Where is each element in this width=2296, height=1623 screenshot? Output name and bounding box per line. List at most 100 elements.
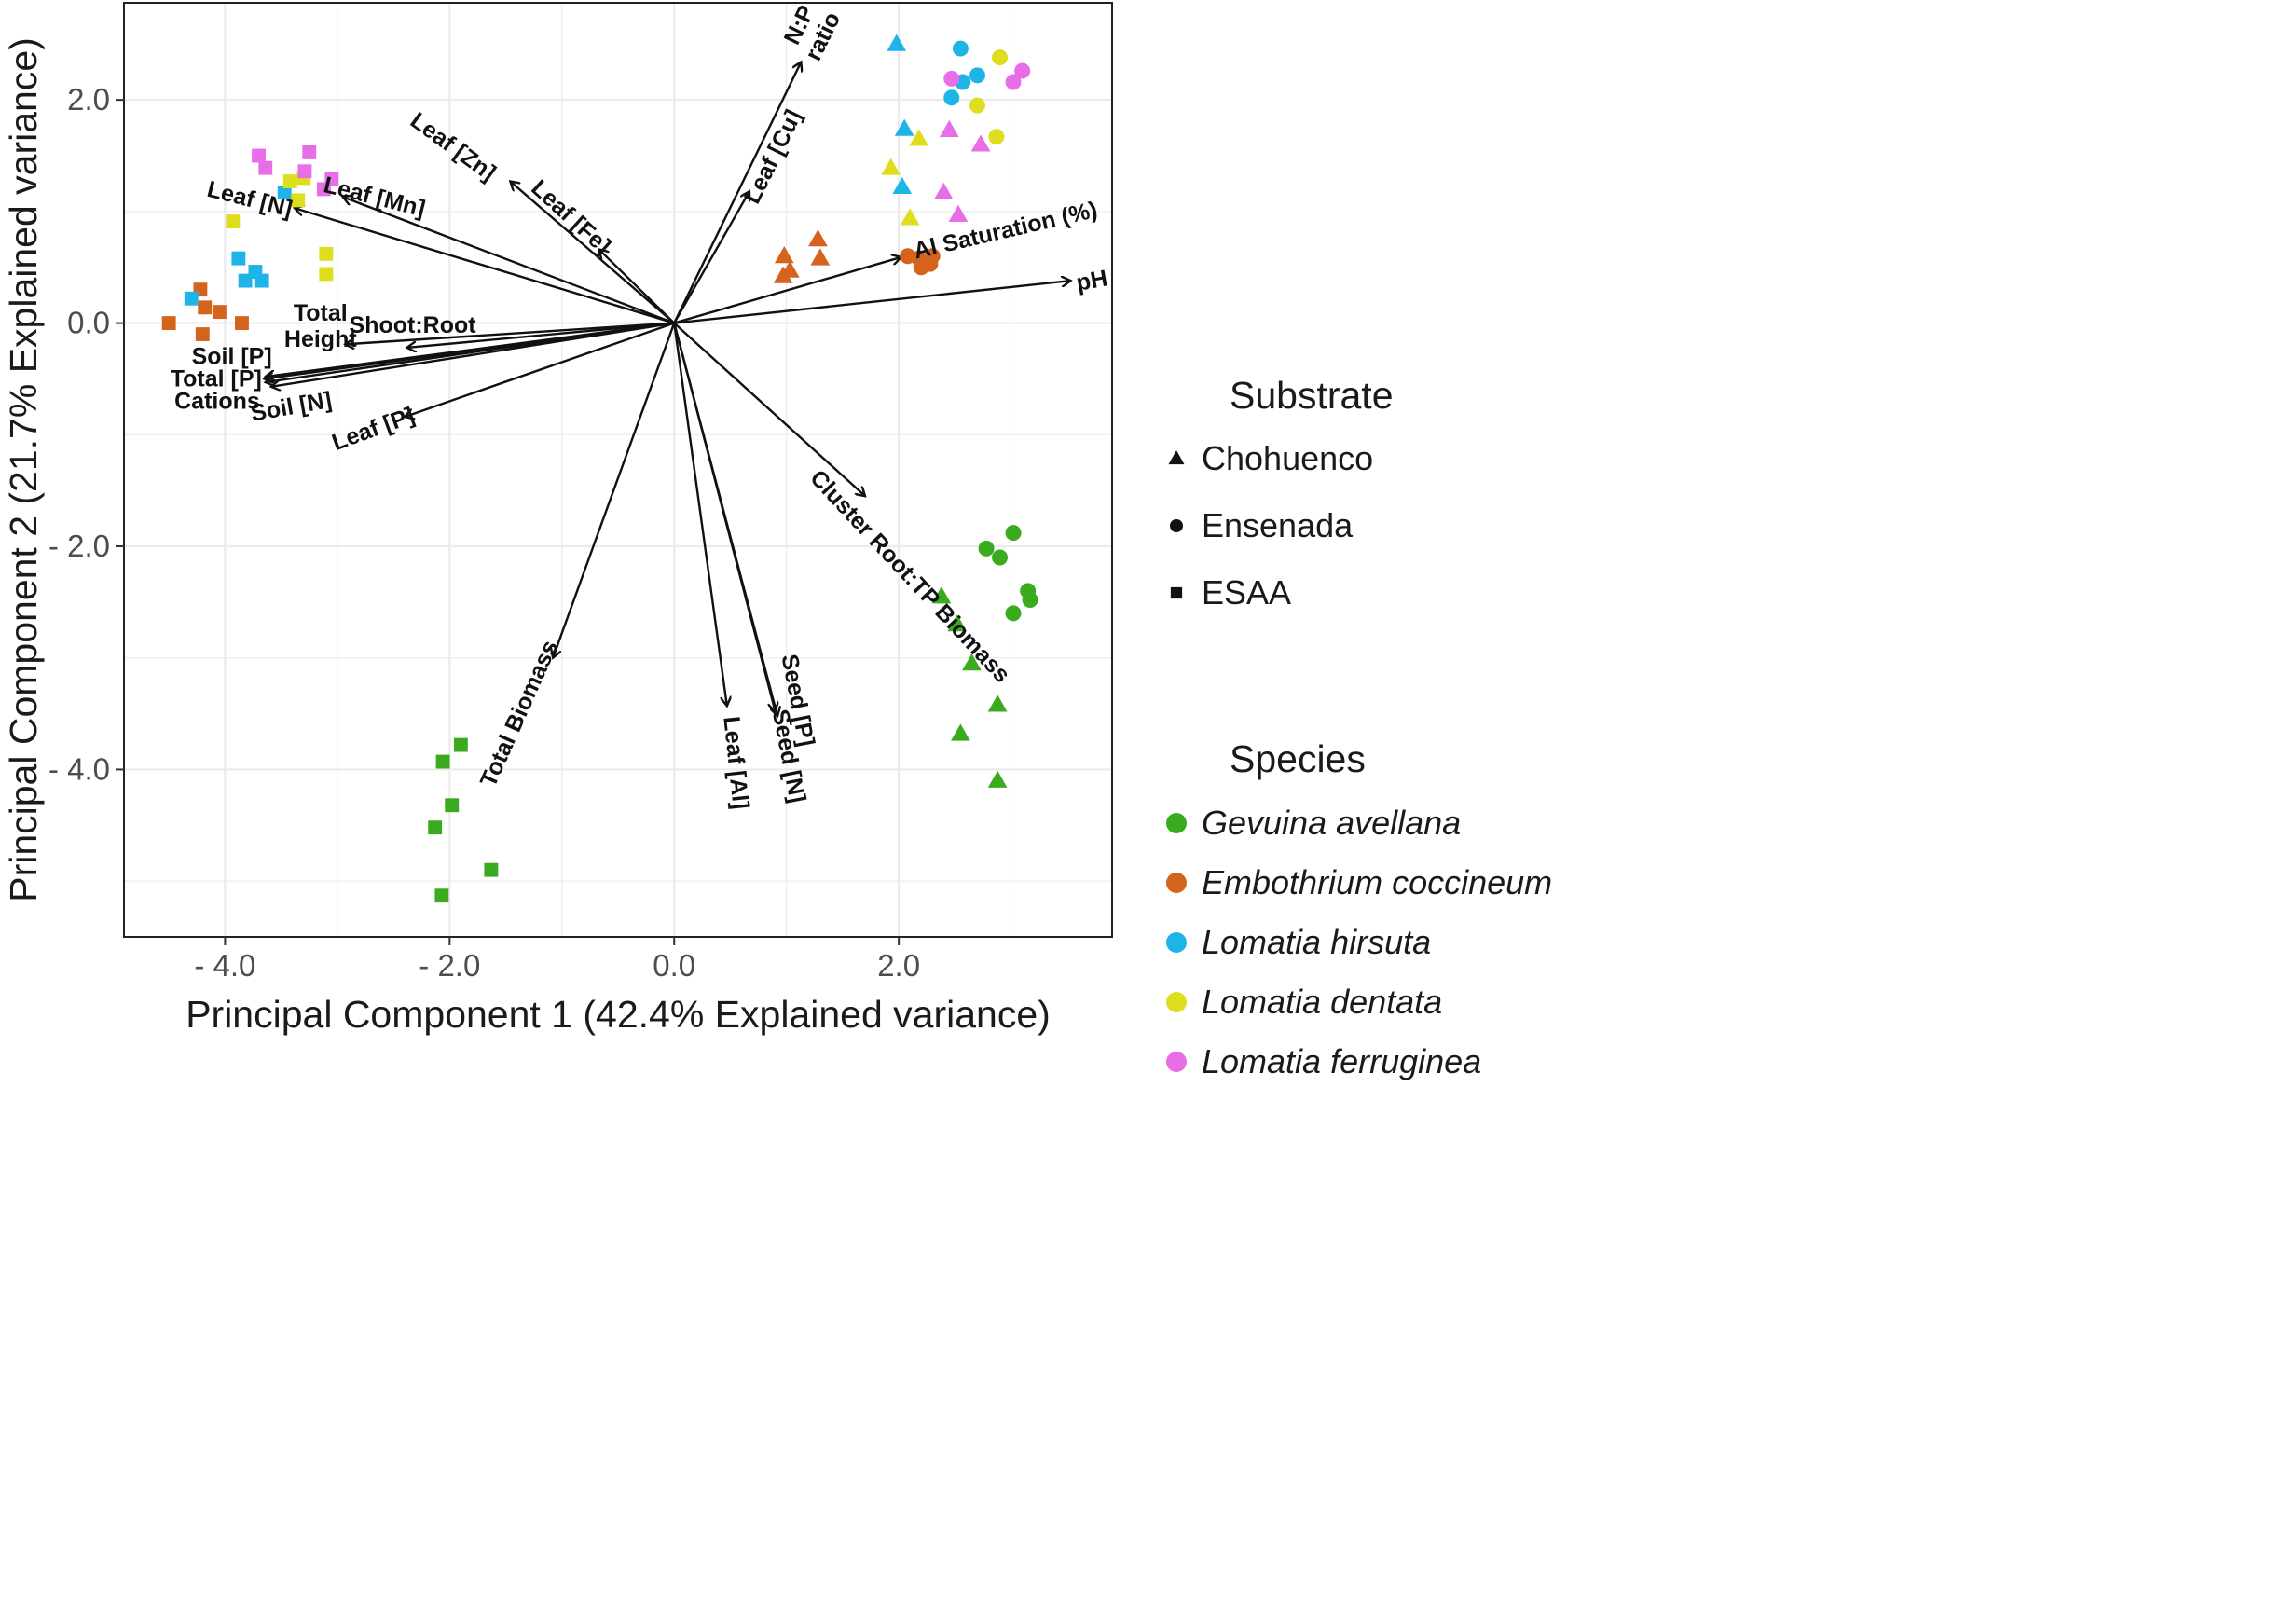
substrate-legend-label: ESAA [1202, 573, 1291, 612]
data-point [291, 193, 306, 208]
data-point [939, 119, 959, 137]
data-point [235, 316, 249, 331]
data-point [195, 327, 210, 341]
data-point [1005, 605, 1022, 622]
loading-label: pH [1074, 265, 1109, 296]
loading-arrow [405, 322, 675, 418]
data-point [892, 176, 913, 195]
data-point [252, 148, 266, 163]
loading-arrow [673, 322, 865, 497]
loading-label: Soil [P] [192, 343, 272, 369]
gridlines [124, 3, 1112, 937]
y-tick-label: - 4.0 [48, 751, 110, 786]
data-point [319, 246, 334, 261]
data-point [231, 251, 246, 266]
species-legend-key [1166, 813, 1187, 833]
loading-arrow [673, 323, 777, 716]
data-point [297, 164, 312, 179]
data-point [909, 129, 929, 146]
data-point [774, 246, 794, 264]
data-point [316, 182, 331, 197]
substrate-legend-key [1170, 586, 1183, 599]
data-point [962, 653, 982, 671]
loading-label-line: Shoot:Root [350, 312, 477, 338]
data-point [900, 208, 920, 226]
plot-panel-border [123, 2, 1113, 938]
loading-label-line: Cations [174, 388, 260, 414]
substrate-legend-key [1170, 519, 1183, 532]
data-point [1014, 62, 1031, 79]
data-point [969, 67, 985, 84]
legend: Substrate Chohuenco Ensenada ESAA Species Gev… [1166, 374, 1552, 1080]
loading-arrow [599, 250, 676, 324]
loading-arrow [673, 323, 727, 707]
data-point [987, 695, 1008, 712]
species-legend-title: Species [1230, 737, 1366, 780]
species-legend-label: Lomatia ferruginea [1202, 1042, 1481, 1080]
species-legend-key [1166, 992, 1187, 1012]
data-point [484, 862, 499, 877]
data-point [913, 259, 929, 276]
data-point [1005, 525, 1022, 542]
species-legend-key [1166, 932, 1187, 953]
data-point [992, 49, 1009, 66]
data-point [453, 737, 468, 752]
loading-arrow [343, 197, 675, 324]
loading-label: Cations [174, 388, 260, 414]
data-point [773, 266, 793, 283]
data-point [943, 89, 960, 106]
data-points [161, 34, 1038, 903]
loading-arrow [674, 281, 1070, 324]
data-point [887, 34, 907, 51]
substrate-legend-key [1168, 450, 1185, 465]
x-tick-label: 0.0 [653, 948, 695, 983]
axis-ticks: - 4.0 - 2.0 0.0 2.0 2.0 0.0 - 2.0 - 4.0 [48, 82, 920, 983]
y-tick-label: 2.0 [67, 82, 110, 117]
species-legend-key [1166, 873, 1187, 893]
loading-arrow [271, 322, 675, 387]
data-point [428, 820, 443, 835]
data-point [894, 118, 914, 136]
species-legend-label: Gevuina avellana [1202, 804, 1461, 842]
data-point [947, 614, 968, 632]
data-point [445, 798, 460, 813]
loading-label-line: Height [284, 326, 357, 352]
data-point [238, 273, 253, 288]
x-tick-label: - 2.0 [419, 948, 480, 983]
data-point [184, 291, 199, 306]
data-point [161, 316, 176, 331]
loading-label-line: pH [1074, 265, 1109, 296]
loading-label-line: Soil [P] [192, 343, 272, 369]
data-point [434, 888, 449, 903]
loading-arrow [673, 191, 749, 324]
data-point [808, 229, 828, 247]
substrate-legend-label: Chohuenco [1202, 439, 1373, 477]
data-point [226, 214, 241, 229]
data-point [992, 549, 1009, 566]
data-point [277, 186, 292, 199]
species-legend-label: Lomatia dentata [1202, 983, 1442, 1021]
loading-label-line: Total [P] [171, 365, 262, 392]
loading-arrow [510, 182, 676, 324]
data-point [282, 174, 297, 188]
loading-arrow [345, 322, 675, 345]
species-legend-label: Lomatia hirsuta [1202, 923, 1431, 961]
x-axis-title: Principal Component 1 (42.4% Explained v… [186, 993, 1051, 1036]
data-point [254, 273, 269, 288]
loading-label: Total [P] [171, 365, 262, 392]
y-tick-label: - 2.0 [48, 529, 110, 563]
data-point [810, 248, 831, 266]
loading-label: Total Height [284, 300, 357, 352]
data-point [933, 182, 954, 200]
substrate-legend-label: Ensenada [1202, 506, 1354, 544]
data-point [319, 267, 334, 282]
loading-vectors [265, 62, 1071, 716]
loading-arrow [407, 322, 675, 348]
substrate-legend-title: Substrate [1230, 374, 1394, 417]
data-point [978, 540, 995, 557]
data-point [1005, 74, 1022, 90]
y-axis-title: Principal Component 2 (21.7% Explained v… [2, 37, 45, 902]
data-point [435, 754, 450, 769]
loading-arrow [673, 257, 901, 324]
